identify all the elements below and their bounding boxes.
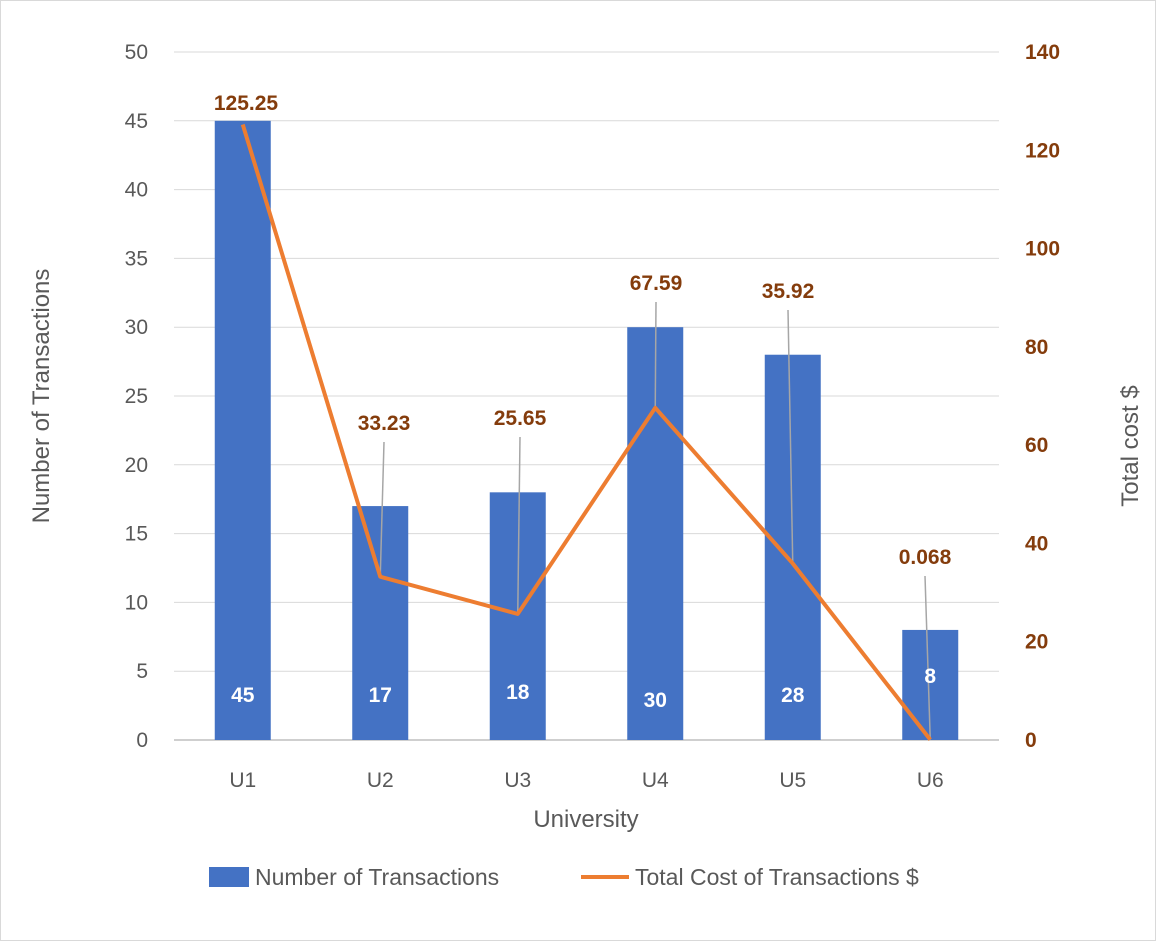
line-data-label: 33.23 bbox=[358, 412, 411, 435]
line-data-label: 35.92 bbox=[762, 280, 815, 303]
cost-line bbox=[240, 123, 932, 741]
x-tick-label: U6 bbox=[917, 769, 944, 792]
y-axis-right-title: Total cost $ bbox=[1117, 385, 1144, 506]
y-tick-label: 40 bbox=[125, 179, 148, 202]
legend-swatch-bars bbox=[209, 867, 249, 887]
gridlines bbox=[174, 51, 999, 741]
x-tick-label: U4 bbox=[642, 769, 669, 792]
bar bbox=[489, 492, 546, 740]
legend-label-line: Total Cost of Transactions $ bbox=[635, 864, 919, 890]
bar-data-label: 28 bbox=[781, 684, 805, 707]
y-tick-label: 10 bbox=[125, 591, 148, 614]
y-axis-right-ticks: 0 20 40 60 80 100 120 140 bbox=[1025, 41, 1060, 752]
bar-data-labels: 45 17 18 30 28 8 bbox=[231, 665, 936, 712]
bar-data-label: 17 bbox=[369, 684, 392, 707]
leader-line bbox=[654, 301, 657, 408]
y2-tick-label: 40 bbox=[1025, 532, 1048, 555]
bar-data-label: 8 bbox=[924, 665, 936, 688]
y-tick-label: 50 bbox=[125, 41, 148, 64]
y-tick-label: 45 bbox=[125, 110, 148, 133]
y-tick-label: 25 bbox=[125, 385, 148, 408]
x-axis-ticks: U1 U2 U3 U4 U5 U6 bbox=[229, 769, 943, 792]
line-data-label: 125.25 bbox=[214, 92, 279, 115]
label-leader-lines bbox=[379, 301, 931, 740]
leader-line bbox=[924, 575, 931, 740]
bar-data-label: 18 bbox=[506, 681, 530, 704]
bar-data-label: 30 bbox=[644, 689, 667, 712]
y2-tick-label: 20 bbox=[1025, 631, 1048, 654]
x-tick-label: U5 bbox=[779, 769, 806, 792]
line-series bbox=[240, 123, 932, 741]
bar-series bbox=[214, 120, 959, 741]
y-tick-label: 5 bbox=[136, 660, 148, 683]
y2-tick-label: 60 bbox=[1025, 434, 1048, 457]
y2-tick-label: 80 bbox=[1025, 336, 1048, 359]
y-tick-label: 35 bbox=[125, 247, 148, 270]
bar bbox=[352, 506, 409, 740]
x-tick-label: U3 bbox=[504, 769, 531, 792]
x-axis-title: University bbox=[533, 806, 638, 833]
line-data-label: 0.068 bbox=[899, 546, 952, 569]
legend-label-bars: Number of Transactions bbox=[255, 864, 499, 890]
x-tick-label: U1 bbox=[229, 769, 256, 792]
line-data-label: 25.65 bbox=[494, 407, 547, 430]
y2-tick-label: 140 bbox=[1025, 41, 1060, 64]
y-axis-left-ticks: 0 5 10 15 20 25 30 35 40 45 50 bbox=[125, 41, 148, 752]
y2-tick-label: 0 bbox=[1025, 729, 1037, 752]
y-tick-label: 15 bbox=[125, 523, 148, 546]
y2-tick-label: 120 bbox=[1025, 139, 1060, 162]
y-tick-label: 0 bbox=[136, 729, 148, 752]
y-tick-label: 30 bbox=[125, 316, 148, 339]
bar-data-label: 45 bbox=[231, 684, 255, 707]
leader-line bbox=[379, 441, 385, 577]
leader-line bbox=[517, 436, 521, 614]
bar bbox=[214, 120, 271, 741]
line-data-label: 67.59 bbox=[630, 272, 683, 295]
y2-tick-label: 100 bbox=[1025, 238, 1060, 261]
x-tick-label: U2 bbox=[367, 769, 394, 792]
line-data-labels: 125.25 33.23 25.65 67.59 35.92 0.068 bbox=[214, 92, 952, 569]
legend: Number of Transactions Total Cost of Tra… bbox=[209, 864, 919, 890]
y-axis-left-title: Number of Transactions bbox=[28, 269, 55, 524]
leader-line bbox=[787, 309, 794, 564]
y-tick-label: 20 bbox=[125, 454, 148, 477]
